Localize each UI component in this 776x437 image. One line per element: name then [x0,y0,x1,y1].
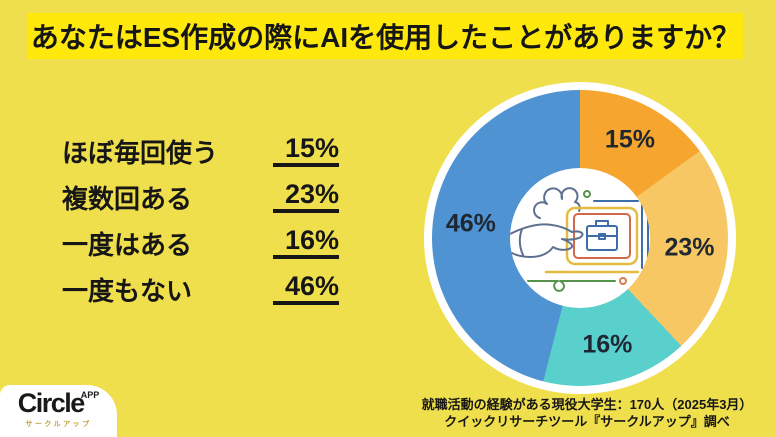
briefcase-detail [586,220,618,240]
source-line-2: クイックリサーチツール『サークルアップ』調べ [444,414,730,429]
answer-label: 一度もない [62,275,193,306]
answer-label: 一度はある [62,229,193,260]
slice-label: 16% [582,330,633,359]
donut-center [510,168,650,308]
briefcase-icon [586,225,618,251]
answer-label: ほぼ毎回使う [62,137,219,168]
answer-list: ほぼ毎回使う 15% 複数回ある 23% 一度はある 16% 一度もない 46% [62,135,339,323]
source-line-1: 就職活動の経験がある現役大学生：170人（2025年3月） [421,397,753,412]
hand-cuff-line [518,228,524,256]
orange-dot-icon [619,277,627,285]
answer-value: 46% [273,273,339,305]
answer-value: 16% [273,227,339,259]
logo-app-superscript: APP [80,390,100,400]
title-text: あなたはES作成の際にAIを使用したことがありますか？ [30,22,741,53]
slice-label: 46% [445,209,496,238]
cloud-icon [533,187,581,219]
title-banner: あなたはES作成の際にAIを使用したことがありますか？ [28,13,743,59]
donut-labels: 15% 23% 16% 46% [424,82,736,394]
logo-wordmark: Circle [17,388,86,418]
green-dot-icon [583,190,591,198]
answer-value: 23% [273,181,339,213]
slice-label: 23% [664,233,715,262]
logo-subtitle: サークルアップ [25,421,92,428]
donut-chart-area: 15% 23% 16% 46% [424,82,736,394]
answer-row: 複数回ある 23% [62,181,339,214]
green-line-icon [527,280,616,292]
answer-label: 複数回ある [62,183,193,214]
screen-frame-icon [573,213,631,259]
logo-wordmark-line: CircleAPP [0,390,117,417]
source-note: 就職活動の経験がある現役大学生：170人（2025年3月） クイックリサーチツー… [402,396,772,430]
answer-value: 15% [273,135,339,167]
slice-label: 15% [604,125,655,154]
answer-row: ほぼ毎回使う 15% [62,135,339,168]
circle-app-logo: CircleAPP サークルアップ [0,385,117,437]
answer-row: 一度もない 46% [62,273,339,306]
laptop-frame-icon [565,206,639,266]
hand-icon [510,223,584,258]
answer-row: 一度はある 16% [62,227,339,260]
